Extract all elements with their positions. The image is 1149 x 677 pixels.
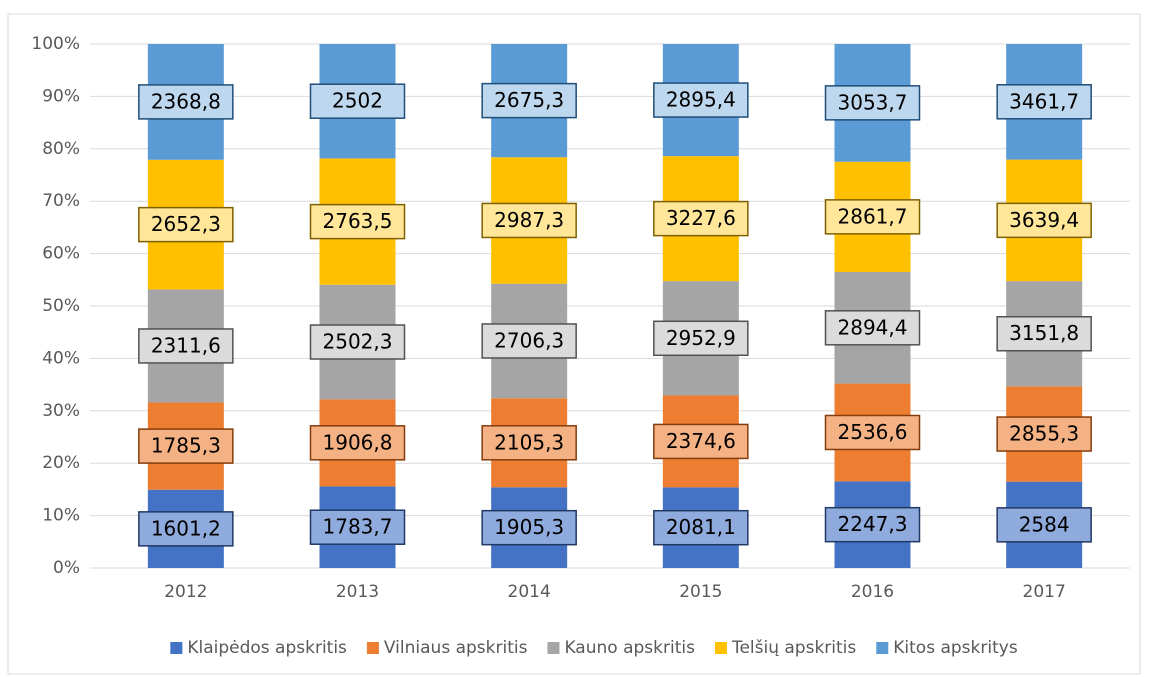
legend-swatch [366, 642, 379, 654]
data-label: 2706,3 [494, 328, 564, 352]
legend-label: Kitos apskritys [893, 638, 1018, 658]
data-label: 2374,6 [666, 429, 736, 453]
data-label-box [138, 84, 234, 120]
legend-swatch [170, 642, 183, 654]
data-label: 2855,3 [1009, 422, 1079, 446]
data-label: 1783,7 [323, 515, 393, 539]
data-label-box [309, 324, 406, 360]
data-label: 2368,8 [151, 89, 221, 113]
legend-swatch [876, 642, 889, 654]
data-label: 2763,5 [323, 209, 393, 233]
data-label-box [824, 506, 921, 543]
data-label-box [309, 509, 406, 545]
data-label: 1601,2 [151, 516, 221, 540]
data-label-box [824, 414, 921, 451]
x-tick-label: 2012 [164, 582, 207, 602]
data-label-box [309, 425, 406, 461]
data-label: 2081,1 [666, 515, 736, 539]
y-tick-label: 20% [42, 453, 80, 473]
data-label-box [138, 328, 234, 364]
data-label: 2584 [1019, 512, 1070, 536]
data-label: 3151,8 [1009, 321, 1079, 345]
data-label-box [138, 206, 234, 243]
y-tick-label: 0% [53, 558, 80, 578]
data-label: 2502,3 [323, 330, 393, 354]
legend-label: Vilniaus apskritis [384, 638, 528, 658]
y-tick-label: 50% [42, 296, 80, 316]
y-tick-label: 40% [42, 348, 80, 368]
data-label-box [481, 425, 577, 461]
data-label: 2247,3 [838, 512, 908, 536]
data-label-box [138, 511, 234, 547]
data-label-box [481, 202, 577, 239]
data-label: 2952,9 [666, 326, 736, 350]
legend-label: Kauno apskritis [564, 638, 695, 658]
data-label: 1785,3 [151, 434, 221, 458]
data-label: 2536,6 [838, 420, 908, 444]
data-label-box [653, 509, 749, 546]
data-label-box [309, 83, 406, 119]
legend-swatch [547, 642, 560, 654]
data-label: 3461,7 [1009, 89, 1079, 113]
y-tick-label: 100% [31, 34, 80, 54]
data-label-box [653, 82, 749, 118]
data-label-box [481, 509, 577, 546]
data-label-box [481, 82, 577, 119]
x-tick-label: 2015 [679, 582, 722, 602]
data-label: 3639,4 [1009, 208, 1079, 232]
legend-label: Klaipėdos apskritis [187, 638, 347, 658]
data-label-box [824, 85, 921, 121]
y-tick-label: 60% [42, 244, 80, 264]
data-label: 2105,3 [494, 430, 564, 454]
data-label: 2311,6 [151, 333, 221, 357]
y-tick-label: 80% [42, 139, 80, 159]
data-label: 2861,7 [838, 204, 908, 228]
x-tick-label: 2014 [508, 582, 551, 602]
data-label-box [653, 320, 749, 357]
data-label-box [996, 416, 1092, 452]
data-label-box [653, 423, 749, 460]
x-tick-label: 2013 [336, 582, 379, 602]
data-label: 2675,3 [494, 88, 564, 112]
data-label: 2987,3 [494, 208, 564, 232]
data-label: 2894,4 [838, 315, 908, 339]
data-label-box [481, 323, 577, 359]
y-tick-label: 10% [42, 506, 80, 526]
data-label: 3053,7 [838, 90, 908, 114]
data-label: 1906,8 [323, 430, 393, 454]
x-tick-label: 2017 [1023, 582, 1066, 602]
data-label-box [653, 200, 749, 237]
data-label-box [996, 315, 1092, 352]
data-label: 2652,3 [151, 212, 221, 236]
y-tick-label: 30% [42, 401, 80, 421]
data-label-box [824, 199, 921, 235]
legend-swatch [714, 642, 727, 654]
legend-label: Telšių apskritis [731, 638, 856, 658]
y-tick-label: 70% [42, 191, 80, 211]
data-label: 2895,4 [666, 88, 736, 112]
data-label: 3227,6 [666, 206, 736, 230]
data-label-box [309, 203, 406, 240]
data-label-box [996, 84, 1092, 120]
legend: Klaipėdos apskritis Vilniaus apskritis Kau… [170, 638, 1018, 658]
y-tick-label: 90% [42, 86, 80, 106]
data-label: 1905,3 [494, 515, 564, 539]
data-label-box [996, 202, 1092, 239]
x-tick-label: 2016 [851, 582, 894, 602]
data-label-box [138, 428, 234, 464]
data-label-box [824, 310, 921, 346]
data-label: 2502 [332, 89, 383, 113]
data-label-box [996, 507, 1092, 543]
